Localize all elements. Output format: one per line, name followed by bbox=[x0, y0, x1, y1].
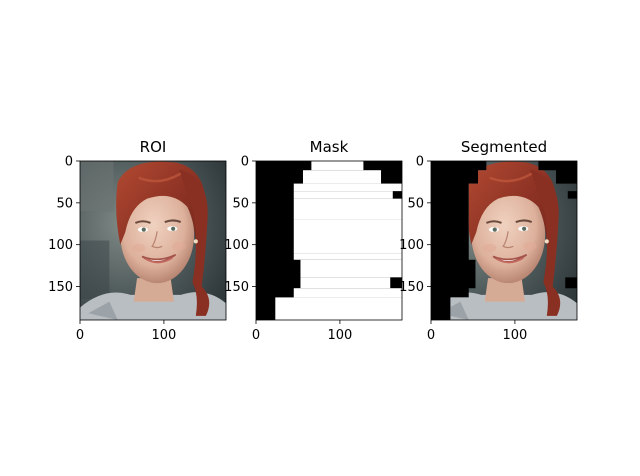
roi-xtick-label-0: 0 bbox=[76, 328, 84, 343]
mask-region-9 bbox=[293, 288, 402, 298]
segmented-image bbox=[431, 161, 578, 321]
roi-ytick-label-100: 100 bbox=[48, 238, 73, 253]
roi-frame bbox=[79, 160, 227, 321]
segmented-ytick-label-100: 100 bbox=[399, 238, 424, 253]
roi-title: ROI bbox=[140, 138, 167, 156]
mask-region-6 bbox=[293, 253, 402, 260]
mask-ytick-label-150: 150 bbox=[224, 280, 249, 295]
mask-region-8 bbox=[300, 277, 391, 289]
segmented-title: Segmented bbox=[461, 138, 547, 156]
mask-region-4 bbox=[293, 198, 402, 220]
segmented-xtick-label-0: 0 bbox=[427, 328, 435, 343]
mask-title: Mask bbox=[310, 138, 349, 156]
roi-ytick-label-0: 0 bbox=[65, 155, 73, 170]
roi-ytick-label-150: 150 bbox=[48, 280, 73, 295]
mask-ytick-label-100: 100 bbox=[224, 238, 249, 253]
mask-axes: Mask 0 100 0 50 100 150 bbox=[224, 138, 403, 343]
segmented-ytick-label-0: 0 bbox=[416, 155, 424, 170]
mask-region-3 bbox=[293, 191, 393, 199]
mask-image bbox=[256, 161, 402, 320]
mask-region-1 bbox=[302, 170, 382, 184]
mask-ytick-label-0: 0 bbox=[241, 155, 249, 170]
mask-region-10 bbox=[275, 297, 402, 320]
roi-photo bbox=[78, 159, 228, 322]
mask-region-5 bbox=[293, 219, 402, 254]
segmented-ytick-label-50: 50 bbox=[407, 196, 424, 211]
mask-xtick-label-0: 0 bbox=[252, 328, 260, 343]
segmented-frame bbox=[430, 160, 578, 321]
mask-region-2 bbox=[293, 183, 402, 192]
mask-ytick-label-50: 50 bbox=[232, 196, 249, 211]
roi-ytick-label-50: 50 bbox=[56, 196, 73, 211]
segmented-ytick-label-150: 150 bbox=[399, 280, 424, 295]
mask-frame bbox=[255, 160, 403, 321]
segmented-axes: Segmented 0 100 0 50 100 150 bbox=[399, 138, 578, 343]
roi-xtick-label-100: 100 bbox=[151, 328, 176, 343]
segmented-xtick-label-100: 100 bbox=[502, 328, 527, 343]
mask-region-7 bbox=[300, 259, 402, 278]
mask-xtick-label-100: 100 bbox=[327, 328, 352, 343]
roi-axes: ROI 0 100 0 50 100 150 bbox=[48, 138, 228, 343]
mask-region-0 bbox=[311, 161, 364, 171]
roi-image bbox=[78, 159, 228, 322]
